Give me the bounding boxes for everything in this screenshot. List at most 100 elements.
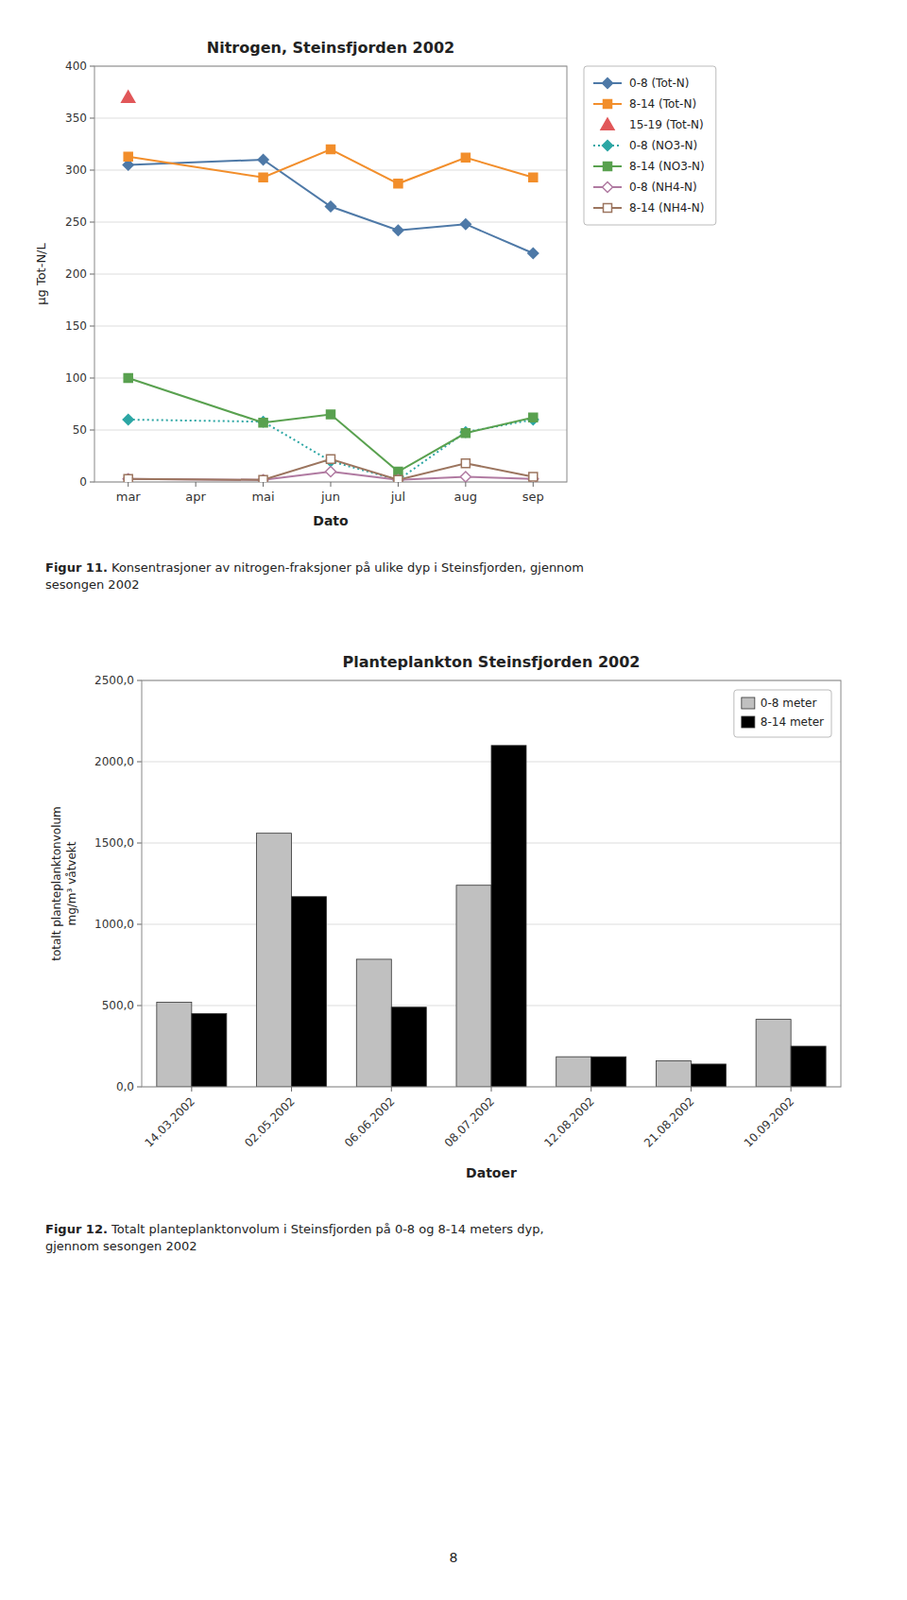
- x-tick-label: jun: [320, 489, 341, 504]
- x-tick: [290, 1086, 292, 1092]
- point: [460, 471, 471, 482]
- y-tick: [89, 273, 95, 275]
- y-tick-label: 350: [65, 111, 87, 125]
- legend-label: 8-14 meter: [760, 715, 824, 729]
- y-tick: [89, 325, 95, 327]
- series-line: [128, 149, 534, 184]
- plot-frame: [94, 66, 567, 482]
- text-line: totalt planteplanktonvolum: [50, 805, 64, 961]
- x-tick-label: sep: [522, 489, 545, 504]
- legend-swatch: [741, 716, 755, 728]
- caption-label: Figur 11.: [45, 560, 108, 575]
- bar: [790, 1045, 826, 1087]
- point: [258, 475, 268, 482]
- legend: 0-8 meter8-14 meter: [734, 689, 832, 737]
- point: [393, 224, 404, 236]
- page-number: 8: [449, 1549, 459, 1565]
- text-line: Totalt planteplanktonvolum i Steinsfjord…: [107, 1221, 545, 1236]
- series-line: [128, 377, 534, 472]
- page: Nitrogen, Steinsfjorden 2002050100150200…: [0, 0, 907, 1600]
- y-tick: [136, 1005, 142, 1007]
- bar: [491, 745, 527, 1087]
- y-tick-label: 0,0: [116, 1079, 135, 1094]
- y-tick: [136, 924, 142, 925]
- x-tick-label: jul: [390, 489, 406, 504]
- x-axis-label: Datoer: [465, 1164, 517, 1181]
- y-tick: [89, 66, 95, 68]
- point: [529, 412, 538, 422]
- point: [393, 475, 403, 482]
- marks: [121, 90, 539, 482]
- y-tick-label: 200: [65, 267, 87, 281]
- grid-line: [94, 273, 567, 275]
- y-tick-label: 0: [79, 475, 87, 489]
- legend-label: 8-14 (Tot-N): [629, 97, 697, 111]
- legend-label: 0-8 (NO3-N): [629, 138, 698, 153]
- series-line: [128, 159, 534, 254]
- point: [460, 427, 471, 438]
- y-tick: [136, 1086, 142, 1088]
- bar: [391, 1007, 427, 1087]
- x-tick: [391, 1086, 393, 1092]
- line-chart: Nitrogen, Steinsfjorden 2002050100150200…: [34, 38, 717, 529]
- point: [325, 201, 337, 212]
- y-tick: [89, 429, 95, 431]
- x-tick: [190, 1086, 192, 1092]
- point: [460, 219, 471, 230]
- y-tick: [89, 118, 95, 120]
- point: [461, 153, 470, 162]
- point: [122, 473, 134, 482]
- point: [529, 172, 538, 182]
- legend-box: [583, 66, 717, 225]
- x-tick: [330, 481, 332, 487]
- point: [393, 474, 404, 482]
- text-line: mg/m³ våtvekt: [65, 840, 79, 925]
- legend-label: 8-14 (NH4-N): [629, 201, 704, 215]
- point: [121, 90, 136, 103]
- legend-marker: [603, 162, 613, 172]
- text-line: Konsentrasjoner av nitrogen-fraksjoner p…: [107, 560, 584, 575]
- y-axis-label: totalt planteplanktonvolummg/m³ våtvekt: [50, 805, 79, 961]
- point: [326, 145, 336, 155]
- legend-marker: [602, 78, 614, 89]
- x-tick-label: mai: [251, 489, 274, 504]
- legend-box: [734, 689, 832, 737]
- x-tick-label: mar: [116, 489, 142, 504]
- grid-line: [94, 429, 567, 431]
- y-tick: [89, 222, 95, 223]
- point: [258, 418, 268, 428]
- point: [528, 248, 539, 259]
- x-tick: [464, 481, 466, 487]
- y-tick: [136, 680, 142, 682]
- legend-marker: [603, 100, 613, 109]
- caption-text: Konsentrasjoner av nitrogen-fraksjoner p…: [45, 560, 584, 592]
- y-tick-label: 1500,0: [94, 836, 135, 850]
- grid-line: [94, 222, 567, 223]
- y-tick-label: 150: [65, 319, 87, 333]
- x-tick-label: aug: [454, 489, 478, 504]
- y-tick: [136, 842, 142, 844]
- grid-line: [94, 118, 567, 120]
- legend-label: 8-14 (NO3-N): [629, 159, 705, 173]
- bar: [556, 1056, 592, 1087]
- y-axis-label: μg Tot-N/L: [34, 242, 49, 306]
- point: [123, 152, 133, 161]
- point: [325, 466, 337, 478]
- legend-marker: [602, 182, 614, 193]
- x-tick-label: 02.05.2002: [241, 1094, 297, 1149]
- y-tick: [136, 761, 142, 763]
- point: [257, 474, 269, 482]
- x-tick-label: 21.08.2002: [641, 1094, 697, 1149]
- bar-chart: Planteplankton Steinsfjorden 20020,0500,…: [50, 652, 841, 1181]
- grid-line: [94, 325, 567, 327]
- grid-line: [94, 377, 567, 379]
- y-tick-label: 50: [72, 423, 87, 437]
- x-tick: [491, 1086, 493, 1092]
- point: [123, 474, 133, 482]
- bar: [356, 958, 392, 1087]
- x-tick: [195, 481, 197, 487]
- point: [258, 172, 268, 182]
- point: [393, 474, 404, 482]
- marks: [156, 745, 826, 1087]
- text-line: gjennom sesongen 2002: [45, 1238, 198, 1253]
